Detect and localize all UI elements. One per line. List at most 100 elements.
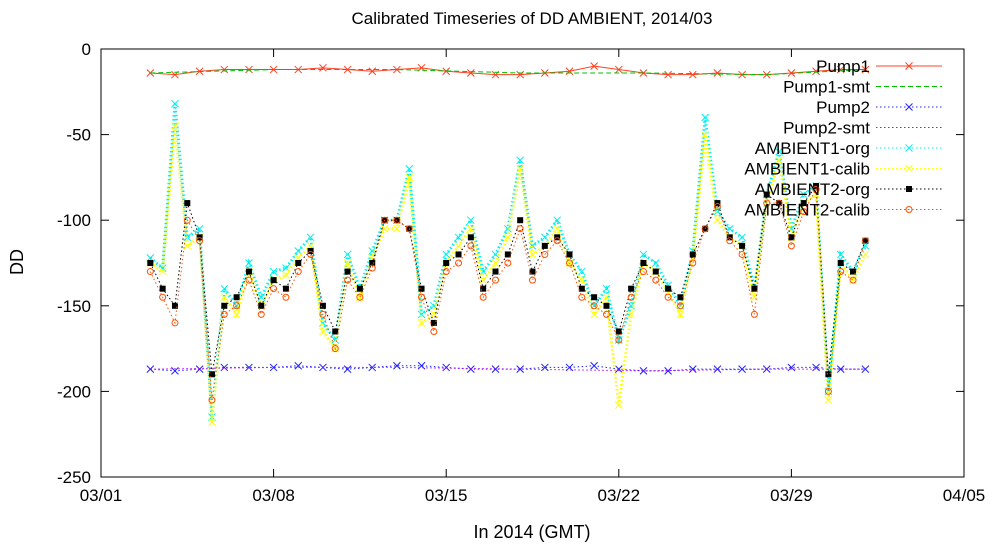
legend-marker [905, 206, 913, 213]
data-point [590, 302, 598, 310]
data-point [442, 268, 450, 276]
data-point [503, 233, 512, 242]
data-point [491, 259, 500, 267]
data-point [861, 237, 869, 245]
data-marks [146, 62, 870, 427]
data-point [577, 267, 586, 276]
series-line [149, 187, 866, 401]
data-point [306, 233, 315, 242]
data-point [343, 65, 352, 74]
data-point [146, 268, 154, 276]
data-point [269, 363, 278, 372]
data-point [196, 237, 204, 245]
data-point [739, 242, 746, 249]
data-point [430, 319, 437, 326]
data-point [368, 247, 377, 255]
data-point [861, 365, 870, 373]
data-point [467, 242, 475, 250]
data-point [368, 363, 377, 372]
data-point [183, 216, 191, 224]
data-point [343, 259, 352, 267]
data-point [541, 242, 548, 249]
data-point [393, 216, 401, 224]
legend-marker [905, 144, 913, 152]
data-point [836, 250, 845, 259]
legend-label: AMBIENT2-calib [744, 201, 870, 220]
data-point [294, 268, 302, 276]
series-pump1-smt [150, 69, 866, 76]
data-point [232, 310, 241, 319]
data-point [590, 62, 598, 70]
data-point [553, 237, 561, 245]
data-point [800, 200, 807, 207]
data-point [171, 319, 179, 327]
data-point [677, 294, 684, 301]
data-point [787, 363, 796, 372]
data-point [651, 259, 660, 267]
data-point [467, 69, 475, 77]
data-point [331, 345, 339, 353]
data-point [220, 363, 229, 372]
data-point [615, 328, 622, 335]
data-point [775, 199, 783, 207]
data-point [516, 156, 525, 165]
legend-label: Pump1-smt [783, 78, 870, 97]
data-point [603, 302, 610, 309]
data-point [159, 285, 166, 292]
data-point [664, 293, 672, 301]
data-point [319, 63, 327, 72]
data-point [590, 361, 598, 370]
data-point [763, 199, 771, 207]
data-point [294, 247, 303, 255]
data-point [701, 225, 709, 233]
data-point [158, 267, 167, 276]
data-point [639, 250, 648, 259]
data-point [824, 387, 832, 395]
legend-label: AMBIENT1-calib [744, 160, 870, 179]
legend-label: Pump1 [816, 57, 870, 76]
data-point [517, 217, 524, 224]
data-point [195, 224, 204, 233]
data-point [491, 250, 500, 259]
data-point [825, 371, 832, 378]
legend-label: Pump2-smt [783, 119, 870, 138]
x-axis-label: In 2014 (GMT) [473, 522, 590, 542]
data-point [220, 293, 229, 302]
data-point [282, 285, 289, 292]
data-point [812, 185, 820, 193]
y-tick-label: -100 [57, 211, 91, 230]
data-point [442, 67, 451, 76]
data-point [689, 251, 696, 258]
data-point [307, 250, 315, 258]
x-tick-label: 03/01 [80, 486, 123, 505]
data-point [627, 310, 635, 319]
x-tick-label: 04/05 [943, 486, 986, 505]
legend-marker [906, 186, 912, 192]
data-point [430, 327, 438, 335]
data-point [381, 216, 389, 224]
data-point [405, 225, 413, 233]
data-point [640, 260, 647, 266]
data-point [516, 164, 525, 173]
data-point [861, 250, 870, 259]
plot-frame [100, 48, 965, 478]
data-point [418, 293, 426, 301]
data-point [614, 65, 623, 74]
data-point [528, 250, 537, 259]
data-point [614, 401, 623, 409]
series-pump2-smt [150, 366, 866, 372]
series-line [150, 69, 866, 76]
data-point [751, 285, 758, 292]
data-point [356, 293, 364, 301]
data-point [492, 268, 499, 275]
series-line [150, 365, 866, 372]
data-point [578, 293, 586, 301]
data-point [245, 276, 253, 284]
data-point [591, 294, 598, 301]
data-point [565, 67, 574, 76]
data-point [788, 234, 795, 241]
data-point [455, 251, 462, 258]
data-point [319, 327, 327, 336]
